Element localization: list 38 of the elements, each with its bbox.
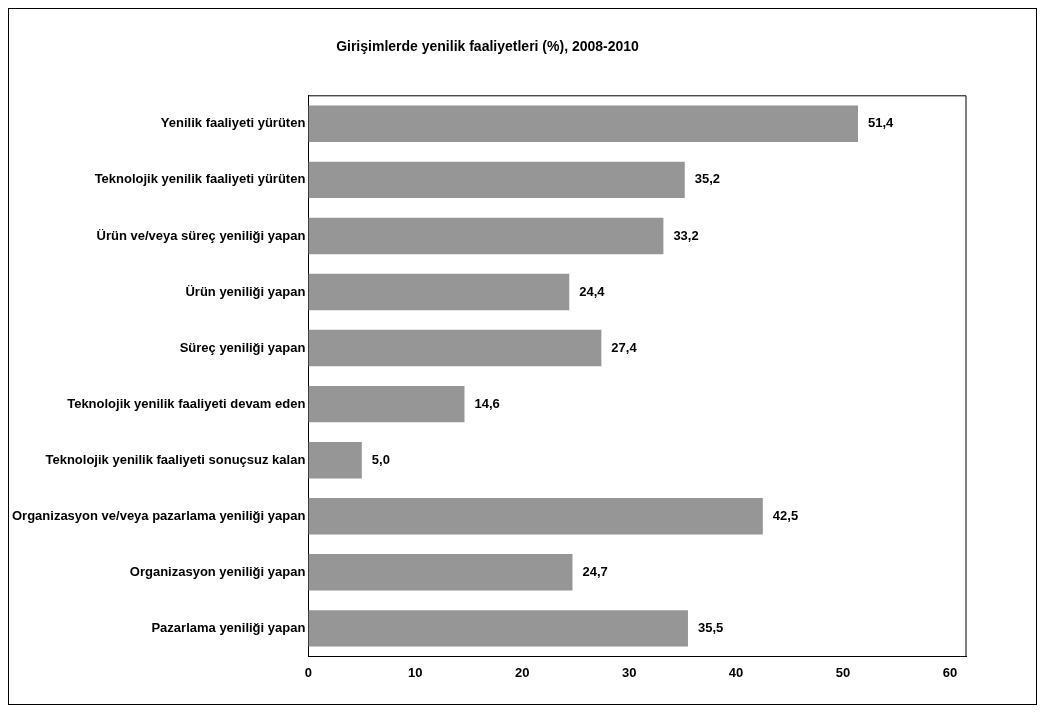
bar (308, 161, 685, 199)
bar (308, 610, 688, 647)
data-label: 35,5 (697, 619, 724, 635)
chart-title: Girişimlerde yenilik faaliyetleri (%), 2008-2010 (336, 38, 640, 55)
y-tick-label: Yenilik faaliyeti yürüten (160, 115, 306, 131)
bar (308, 273, 570, 311)
data-label: 33,2 (673, 227, 699, 243)
data-label: 42,5 (772, 507, 799, 523)
x-tick-label: 30 (621, 664, 637, 680)
data-label: 14,6 (474, 395, 500, 411)
y-tick-label: Ürün ve/veya süreç yeniliği yapan (96, 227, 306, 243)
bar (308, 385, 465, 423)
x-tick-label: 60 (942, 664, 958, 680)
x-tick-label: 0 (304, 664, 312, 680)
y-tick-label: Organizasyon ve/veya pazarlama yeniliği yapan (12, 507, 306, 523)
y-tick-label: Pazarlama yeniliği yapan (151, 619, 306, 635)
data-label: 24,7 (582, 563, 608, 579)
bar (308, 217, 664, 255)
y-tick-label: Ürün yeniliği yapan (185, 283, 306, 299)
bar (308, 329, 602, 367)
data-label: 51,4 (868, 115, 895, 131)
x-tick-label: 20 (514, 664, 530, 680)
bar (308, 105, 858, 143)
x-tick-label: 40 (728, 664, 744, 680)
x-tick-label: 10 (408, 664, 423, 680)
data-label: 24,4 (579, 283, 606, 299)
x-tick-label: 50 (835, 664, 851, 680)
data-label: 27,4 (611, 339, 638, 355)
data-label: 5,0 (371, 451, 390, 467)
y-tick-label: Teknolojik yenilik faaliyeti yürüten (94, 171, 306, 187)
bar (308, 498, 763, 535)
bar (308, 554, 573, 591)
y-tick-label: Süreç yeniliği yapan (179, 339, 306, 355)
y-tick-label: Teknolojik yenilik faaliyeti sonuçsuz kalan (45, 451, 306, 467)
y-tick-label: Teknolojik yenilik faaliyeti devam eden (67, 395, 306, 411)
data-label: 35,2 (694, 171, 721, 187)
bar (308, 441, 362, 479)
y-tick-label: Organizasyon yeniliği yapan (129, 563, 306, 579)
